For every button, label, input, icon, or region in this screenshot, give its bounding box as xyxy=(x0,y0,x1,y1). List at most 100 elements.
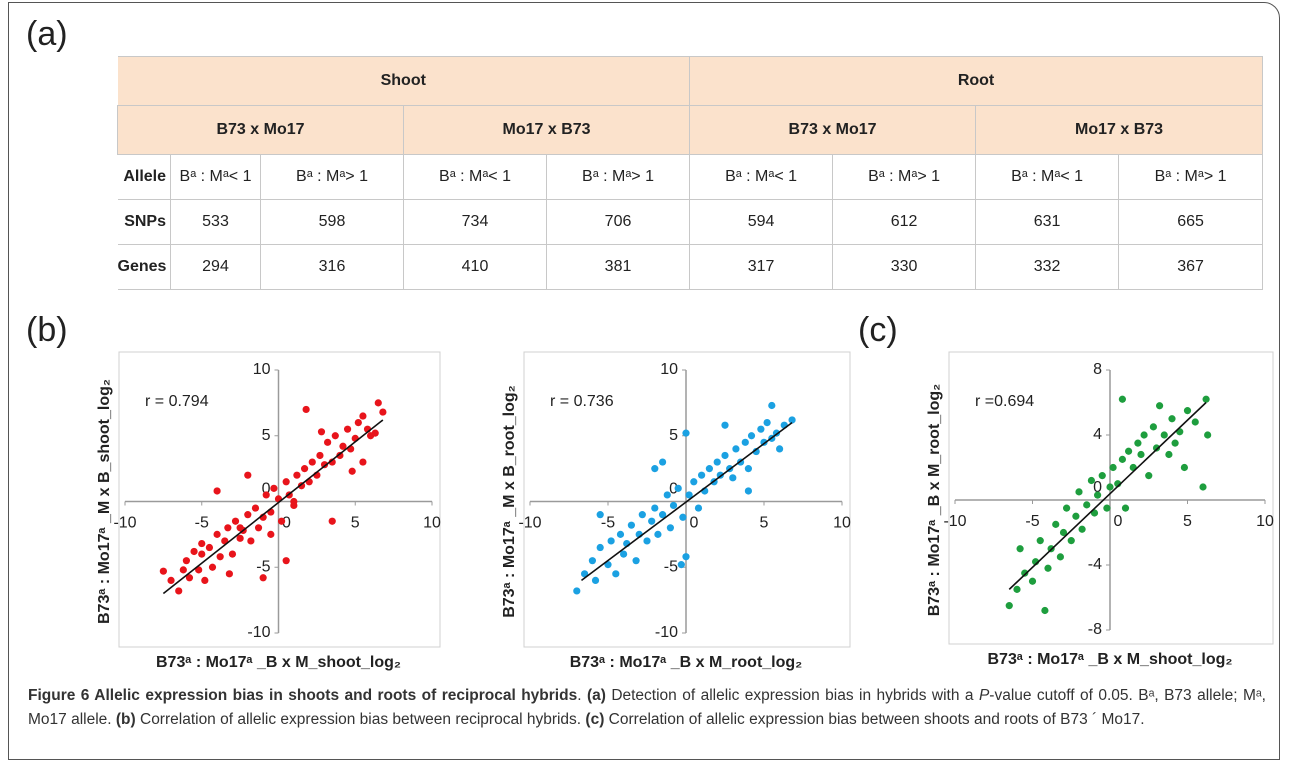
header-cell: Mo17 x B73 xyxy=(402,105,691,155)
point xyxy=(374,399,382,407)
point xyxy=(282,557,290,565)
point xyxy=(632,557,640,565)
table-cell: 316 xyxy=(260,244,404,290)
point xyxy=(328,458,336,466)
point xyxy=(1103,504,1111,512)
plot-frame xyxy=(948,351,1274,645)
table-cell: Bᵃ : Mᵃ< 1 xyxy=(170,154,261,200)
figure: (a) (b) (c) -10 -5 0 5 10 -10 -5 0 5 10 r = 0.794 B… xyxy=(26,15,1274,671)
point xyxy=(1063,504,1071,512)
point xyxy=(581,570,589,578)
point xyxy=(648,517,656,525)
point xyxy=(1059,528,1068,537)
table-cell: Bᵃ : Mᵃ< 1 xyxy=(403,154,547,200)
header-cell: Mo17 x B73 xyxy=(975,105,1264,155)
point xyxy=(666,524,675,532)
point xyxy=(1083,501,1091,509)
point xyxy=(213,530,221,538)
point xyxy=(1134,439,1142,447)
point xyxy=(705,465,714,473)
panel-label: (c) xyxy=(858,311,898,349)
point xyxy=(1098,472,1106,480)
y-tick-label: -5 xyxy=(256,558,270,575)
point xyxy=(721,451,729,460)
point xyxy=(198,539,206,548)
y-tick-label: 10 xyxy=(660,361,678,378)
point xyxy=(698,471,706,479)
x-tick-label: -10 xyxy=(113,515,136,532)
point xyxy=(1078,525,1086,533)
point xyxy=(607,537,615,545)
y-tick-label: 0 xyxy=(262,481,271,498)
point xyxy=(659,511,667,519)
point xyxy=(620,550,628,558)
y-tick-label: 8 xyxy=(1093,361,1102,378)
y-tick-label: -4 xyxy=(1088,556,1102,573)
plot-frame xyxy=(523,351,851,648)
table-cell: Bᵃ : Mᵃ> 1 xyxy=(260,154,404,200)
point xyxy=(682,429,690,437)
point xyxy=(293,471,301,479)
table-cell: 410 xyxy=(403,244,547,290)
point xyxy=(669,501,678,510)
point xyxy=(236,534,244,542)
table-cell: 332 xyxy=(975,244,1120,290)
point xyxy=(228,550,237,558)
x-tick-label: 10 xyxy=(423,515,441,532)
x-axis-label: B73ᵃ : Mo17ᵃ _B x M_shoot_log₂ xyxy=(987,651,1232,668)
caption-text: Correlation of allelic expression bias b… xyxy=(135,711,586,728)
point xyxy=(1041,606,1049,615)
caption-text: . xyxy=(577,687,587,704)
table-cell: 594 xyxy=(689,199,834,245)
point xyxy=(175,587,183,595)
point xyxy=(643,537,651,545)
fit-line xyxy=(581,421,793,582)
point xyxy=(1191,418,1199,426)
point xyxy=(379,408,387,416)
point xyxy=(277,517,286,525)
point xyxy=(1016,545,1024,553)
point xyxy=(638,511,646,519)
point xyxy=(729,474,737,482)
annotation: r =0.694 xyxy=(975,393,1034,410)
point xyxy=(588,557,597,565)
point xyxy=(690,478,698,486)
table: Shoot Root B73 x Mo17 Mo17 x B73 B73 x Mo17 M… xyxy=(117,56,1264,290)
point xyxy=(1183,407,1192,415)
header-row: Shoot Root xyxy=(117,56,1264,106)
point xyxy=(1149,423,1157,431)
point xyxy=(247,537,255,545)
point xyxy=(317,428,326,436)
panel-label: (a) xyxy=(26,15,68,53)
point xyxy=(721,421,729,429)
point xyxy=(282,478,290,486)
point xyxy=(752,447,760,456)
x-tick-label: 0 xyxy=(1114,513,1123,530)
table-cell: 533 xyxy=(170,199,261,245)
point xyxy=(573,587,581,595)
point xyxy=(185,574,194,582)
table-cell: Bᵃ : Mᵃ< 1 xyxy=(689,154,834,200)
table-cell: Bᵃ : Mᵃ> 1 xyxy=(832,154,977,200)
point xyxy=(747,432,756,440)
point xyxy=(682,553,690,561)
point xyxy=(651,504,659,512)
point xyxy=(1121,504,1130,512)
table-row: Genes 294 316 410 381 317 330 332 367 xyxy=(117,244,1264,290)
point xyxy=(1028,577,1037,585)
point xyxy=(1202,395,1210,403)
point xyxy=(308,458,316,466)
point xyxy=(320,461,329,469)
x-tick-label: 0 xyxy=(690,515,699,532)
point xyxy=(1075,488,1083,496)
point xyxy=(596,511,604,519)
point xyxy=(205,543,214,552)
point xyxy=(244,511,252,519)
caption-text: (a) xyxy=(586,687,606,704)
x-tick-label: -5 xyxy=(601,515,615,532)
y-tick-label: -5 xyxy=(664,558,678,575)
point xyxy=(251,504,260,512)
point xyxy=(1109,463,1117,472)
point xyxy=(659,458,667,466)
